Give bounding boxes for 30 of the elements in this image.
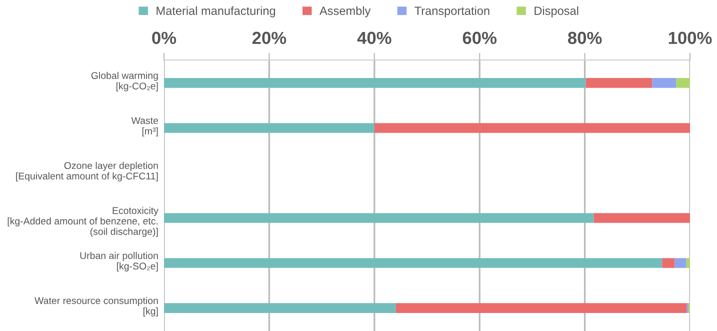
bar (164, 123, 374, 133)
bar (676, 78, 690, 88)
x-tick-label: 60% (462, 32, 497, 44)
bar (674, 258, 686, 268)
y-tick-label: Urban air pollution [kg-SO₂e] (80, 252, 158, 272)
x-tick-label: 80% (568, 32, 602, 44)
legend-label: Transportation (414, 6, 490, 18)
x-tick-label: 20% (252, 32, 286, 44)
y-tick-label: Water resource consumption [kg] (34, 296, 158, 316)
y-tick-label: Global warming [kg-CO₂e] (91, 72, 158, 92)
bar (164, 258, 662, 268)
bar (164, 213, 594, 223)
bar (662, 258, 675, 268)
bar (686, 258, 690, 268)
y-tick-label: Ecotoxicity [kg-Added amount of benzene, etc. (soil discharge)] (8, 206, 158, 237)
bar (652, 78, 676, 88)
legend-label: Assembly (320, 6, 371, 18)
bar (396, 303, 687, 313)
bar (374, 123, 690, 133)
x-tick-label: 100% (668, 32, 712, 44)
bar (164, 78, 586, 88)
y-tick-label: Waste [m³] (131, 117, 158, 136)
bar (164, 303, 396, 313)
legend-label: Material manufacturing (156, 6, 276, 18)
bar (594, 213, 690, 223)
bar (586, 78, 652, 88)
legend-label: Disposal (534, 6, 578, 18)
x-tick-label: 0% (152, 32, 176, 44)
x-tick-label: 40% (357, 32, 392, 44)
y-tick-label: Ozone layer depletion [Equivalent amount of kg-CFC11] (16, 162, 158, 182)
